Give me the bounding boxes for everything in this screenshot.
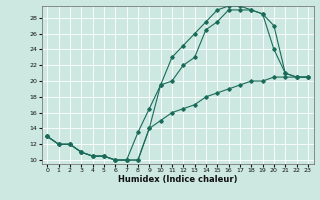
X-axis label: Humidex (Indice chaleur): Humidex (Indice chaleur) [118, 175, 237, 184]
